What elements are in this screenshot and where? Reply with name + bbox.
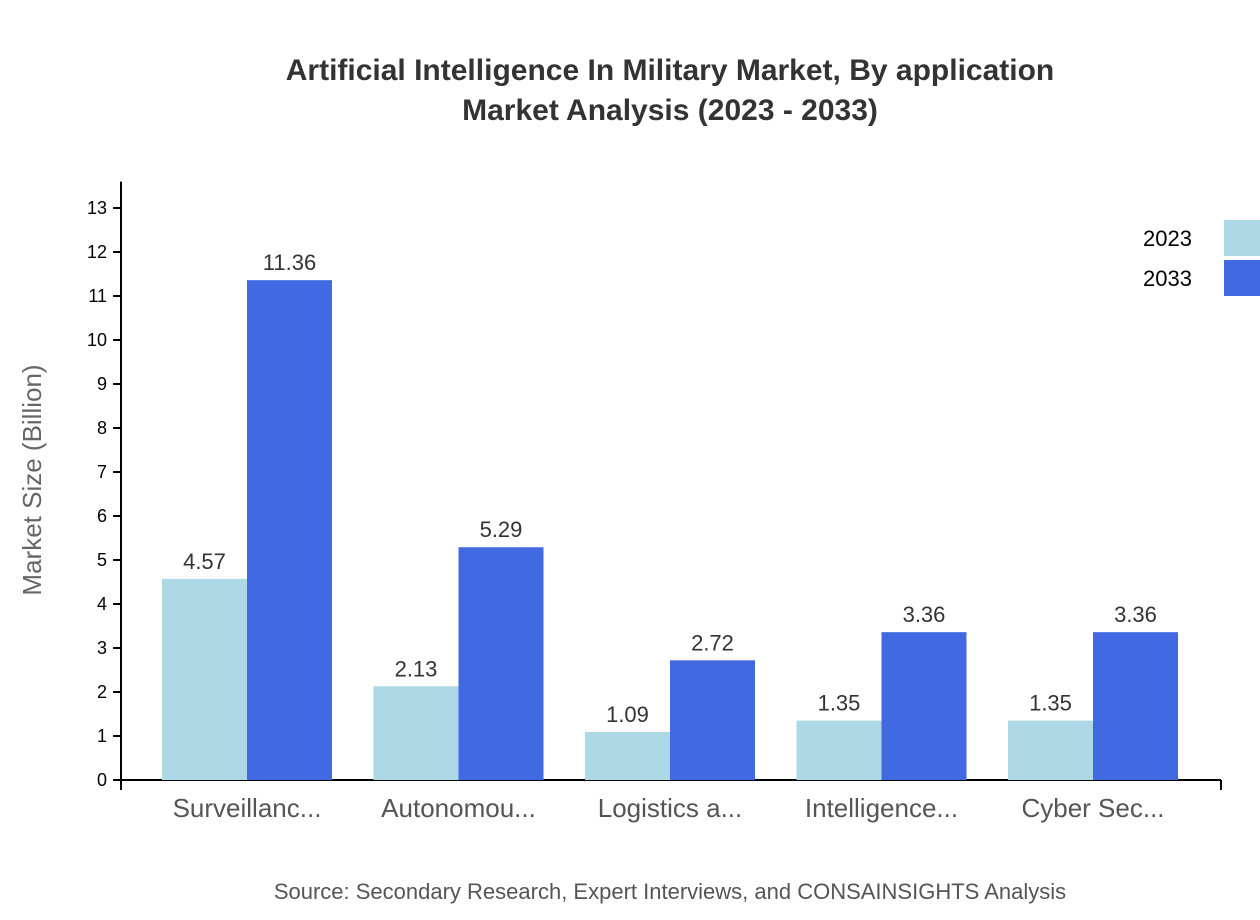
y-tick-label: 6 <box>97 506 107 526</box>
legend-swatch-2023 <box>1224 220 1260 256</box>
y-tick-label: 11 <box>88 286 107 306</box>
y-tick-label: 4 <box>97 594 107 614</box>
y-tick-label: 10 <box>87 330 107 350</box>
source-note: Source: Secondary Research, Expert Inter… <box>274 879 1066 904</box>
x-tick-label: Surveillanc... <box>173 793 322 823</box>
bar-value-label: 1.35 <box>818 691 861 716</box>
bar-value-label: 2.72 <box>691 630 734 655</box>
bar-2033 <box>881 632 967 780</box>
bar-2023 <box>796 720 882 780</box>
bar-value-label: 3.36 <box>903 602 946 627</box>
bar-value-label: 4.57 <box>183 549 226 574</box>
legend-swatch-2033 <box>1224 260 1260 296</box>
y-tick-label: 12 <box>87 242 107 262</box>
chart-title-line1: Artificial Intelligence In Military Mark… <box>286 54 1055 87</box>
bar-2033 <box>458 547 544 780</box>
chart-title-line2: Market Analysis (2023 - 2033) <box>462 94 878 127</box>
bar-value-label: 11.36 <box>263 250 316 275</box>
y-tick-label: 5 <box>97 550 107 570</box>
bar-2033 <box>670 660 755 780</box>
x-tick-label: Autonomou... <box>381 793 536 823</box>
bar-2023 <box>373 686 459 780</box>
bar-value-label: 2.13 <box>395 656 438 681</box>
legend-label: 2023 <box>1143 226 1192 251</box>
bar-value-label: 3.36 <box>1114 602 1157 627</box>
y-tick-label: 0 <box>97 770 107 790</box>
y-tick-label: 1 <box>97 726 107 746</box>
bar-2033 <box>247 280 332 780</box>
x-tick-label: Cyber Sec... <box>1021 793 1164 823</box>
bar-value-label: 1.35 <box>1029 691 1072 716</box>
bar-2023 <box>162 578 247 780</box>
x-tick-label: Intelligence... <box>805 793 958 823</box>
y-tick-label: 13 <box>87 198 107 218</box>
y-tick-label: 9 <box>97 374 107 394</box>
x-tick-label: Logistics a... <box>598 793 743 823</box>
bar-2023 <box>1008 720 1093 780</box>
bar-value-label: 5.29 <box>480 517 523 542</box>
y-axis-label: Market Size (Billion) <box>17 364 47 595</box>
y-tick-label: 2 <box>97 682 107 702</box>
plot-area: 012345678910111213Surveillanc...4.5711.3… <box>87 181 1260 823</box>
legend-label: 2033 <box>1143 266 1192 291</box>
y-tick-label: 3 <box>97 638 107 658</box>
y-tick-label: 7 <box>97 462 107 482</box>
y-tick-label: 8 <box>97 418 107 438</box>
bar-value-label: 1.09 <box>606 702 649 727</box>
bar-2023 <box>585 732 670 780</box>
bar-2033 <box>1093 632 1178 780</box>
